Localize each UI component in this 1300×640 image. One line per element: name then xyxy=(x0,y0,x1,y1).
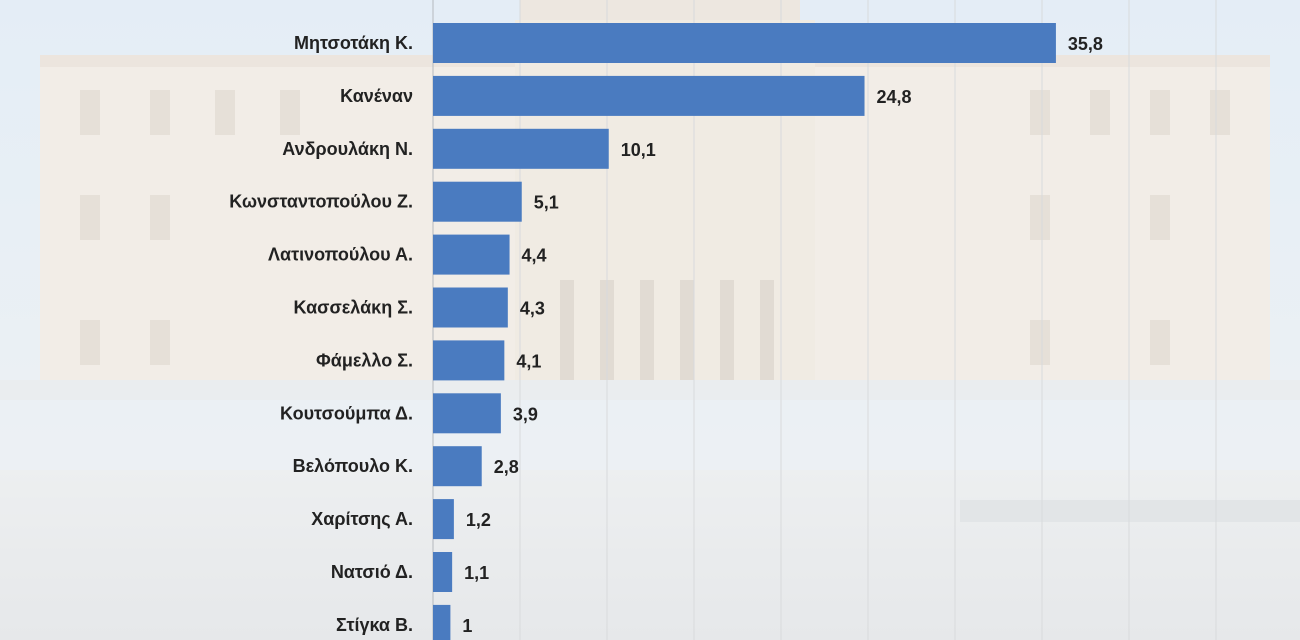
bar xyxy=(433,552,453,592)
category-label: Βελόπουλο Κ. xyxy=(293,456,413,476)
category-label: Κουτσούμπα Δ. xyxy=(280,403,413,423)
bar xyxy=(433,128,609,169)
value-label: 10,1 xyxy=(621,140,656,160)
value-label: 35,8 xyxy=(1068,34,1103,54)
bar xyxy=(433,287,508,328)
category-label: Λατινοπούλου Α. xyxy=(268,245,413,265)
category-label: Στίγκα Β. xyxy=(336,615,413,635)
category-label: Κασσελάκη Σ. xyxy=(293,298,413,318)
category-label: Κωνσταντοπούλου Ζ. xyxy=(229,192,413,212)
category-label: Κανέναν xyxy=(340,86,413,106)
value-label: 1,1 xyxy=(464,563,489,583)
value-label: 24,8 xyxy=(877,87,912,107)
bar xyxy=(433,181,522,222)
bar xyxy=(433,446,482,487)
bar xyxy=(433,234,510,275)
value-label: 4,4 xyxy=(522,246,547,266)
value-label: 4,1 xyxy=(516,351,541,371)
category-label: Μητσοτάκη Κ. xyxy=(294,33,413,53)
bar xyxy=(433,75,865,116)
bar xyxy=(433,23,1056,63)
value-label: 3,9 xyxy=(513,404,538,424)
category-label: Νατσιό Δ. xyxy=(331,562,413,582)
category-label: Ανδρουλάκη Ν. xyxy=(282,139,413,159)
value-label: 1 xyxy=(462,616,472,636)
bar xyxy=(433,604,451,640)
bar xyxy=(433,393,501,434)
category-label: Χαρίτσης Α. xyxy=(311,509,413,529)
value-labels: 35,8 24,8 10,1 5,1 4,4 4,3 4,1 3,9 2,8 1,2 1,1 1 xyxy=(462,34,1103,636)
value-label: 5,1 xyxy=(534,193,559,213)
bar xyxy=(433,499,454,540)
category-label: Φάμελλο Σ. xyxy=(316,350,413,370)
value-label: 1,2 xyxy=(466,510,491,530)
bars xyxy=(433,23,1056,640)
category-labels: Μητσοτάκη Κ. Κανέναν Ανδρουλάκη Ν. Κωνσταντ… xyxy=(229,33,413,635)
value-label: 2,8 xyxy=(494,457,519,477)
value-label: 4,3 xyxy=(520,299,545,319)
bar xyxy=(433,340,505,381)
